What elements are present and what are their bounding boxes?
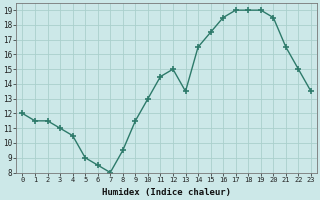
X-axis label: Humidex (Indice chaleur): Humidex (Indice chaleur)	[102, 188, 231, 197]
